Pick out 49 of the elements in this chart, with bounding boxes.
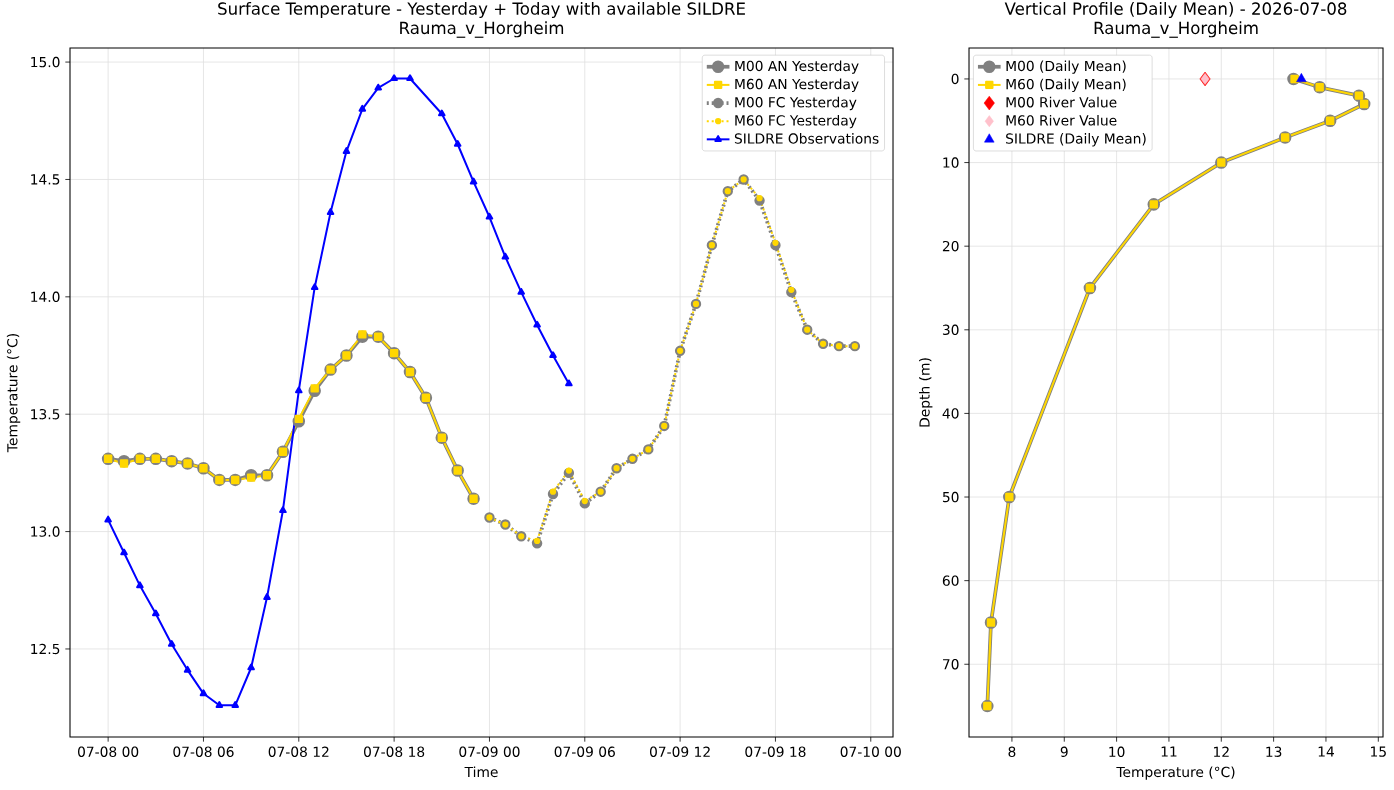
legend-label: SILDRE Observations: [734, 133, 879, 144]
legend-label: M00 AN Yesterday: [735, 60, 859, 74]
x-tick-label: 11: [1161, 746, 1177, 757]
y-tick-label: 50: [942, 491, 959, 503]
x-tick-label: 07-09 18: [745, 746, 806, 757]
x-tick-label: 9: [1060, 746, 1068, 757]
y-tick-label: 60: [942, 575, 959, 586]
legend-label: M60 FC Yesterday: [735, 114, 857, 129]
y-tick-label: 0: [951, 73, 959, 85]
x-tick-label: 8: [1008, 746, 1016, 757]
chart-title: Surface Temperature - Yesterday + Today with available SILDRE: [218, 2, 745, 19]
x-tick-label: 12: [1214, 746, 1229, 757]
x-tick-label: 07-09 06: [554, 746, 615, 757]
chart-title: Vertical Profile (Daily Mean) - 2026-07-08: [1004, 2, 1347, 19]
x-tick-label: 13: [1266, 746, 1282, 757]
x-axis-title: Temperature (°C): [1116, 766, 1235, 780]
y-tick-label: 14.5: [31, 174, 60, 185]
y-axis-title: Depth (m): [919, 358, 933, 427]
x-tick-label: 07-09 12: [649, 746, 710, 757]
legend-label: M00 River Value: [1006, 96, 1117, 108]
y-tick-label: 13.5: [31, 408, 60, 420]
y-tick-label: 14.0: [31, 291, 60, 303]
x-tick-label: 14: [1318, 746, 1334, 757]
y-tick-label: 10: [943, 157, 959, 168]
legend-label: M60 AN Yesterday: [735, 78, 859, 92]
x-tick-label: 07-08 18: [363, 746, 425, 757]
legend-label: M60 (Daily Mean): [1006, 78, 1126, 92]
x-tick-label: 10: [1109, 746, 1125, 757]
x-axis-title: Time: [464, 766, 498, 778]
legend-label: M60 River Value: [1006, 114, 1117, 126]
y-tick-label: 70: [943, 659, 959, 670]
x-tick-label: 07-08 00: [77, 746, 139, 757]
legend-label: SILDRE (Daily Mean): [1006, 133, 1146, 147]
x-tick-label: 07-09 00: [459, 746, 520, 757]
legend-label: M00 (Daily Mean): [1006, 60, 1126, 74]
y-axis-title: Temperature (°C): [6, 334, 21, 453]
x-tick-label: 07-10 00: [840, 746, 901, 757]
chart-subtitle: Rauma_v_Horgheim: [400, 21, 564, 38]
chart-subtitle: Rauma_v_Horgheim: [1094, 21, 1258, 38]
y-tick-label: 13.0: [31, 526, 60, 537]
legend-label: M00 FC Yesterday: [735, 96, 857, 111]
x-tick-label: 15: [1371, 746, 1386, 757]
x-tick-label: 07-08 12: [268, 746, 329, 757]
x-tick-label: 07-08 06: [173, 746, 234, 757]
y-tick-label: 15.0: [31, 56, 60, 68]
y-tick-label: 40: [942, 408, 959, 419]
y-tick-label: 20: [942, 240, 959, 252]
y-tick-label: 12.5: [31, 643, 60, 655]
y-tick-label: 30: [942, 324, 959, 336]
